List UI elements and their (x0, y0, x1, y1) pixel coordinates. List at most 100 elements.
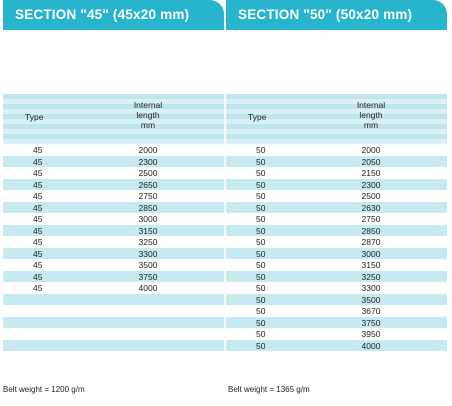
table-row: 45 2650 (3, 178, 224, 190)
table-row: 45 3750 (3, 270, 224, 282)
belt-weight-45: Belt weight = 1200 g/m (3, 385, 85, 394)
length-cell: 2750 (361, 214, 381, 224)
section-45-panel: SECTION "45" (45x20 mm) Type Internal le… (3, 0, 224, 363)
type-cell: 50 (256, 156, 266, 167)
length-cell: 2850 (138, 202, 158, 213)
type-cell: 45 (33, 260, 43, 270)
type-cell: 50 (256, 225, 266, 236)
empty-row (3, 339, 224, 351)
section-45-rows: 45 2000 45 2300 45 2500 45 2650 45 2750 45 2850 45 30… (3, 144, 224, 363)
type-cell: 45 (33, 179, 43, 190)
col-length-label: Internal length mm (336, 100, 406, 130)
type-cell: 50 (256, 168, 266, 178)
type-cell: 50 (256, 329, 266, 339)
belt-weight-50: Belt weight = 1365 g/m (228, 385, 310, 394)
type-cell: 50 (256, 202, 266, 213)
type-cell: 45 (33, 191, 43, 201)
table-row: 50 2000 (226, 144, 447, 156)
length-cell: 2000 (361, 145, 381, 155)
type-cell: 45 (33, 214, 43, 224)
type-cell: 45 (33, 237, 43, 247)
table-row: 50 3300 (226, 282, 447, 294)
length-cell: 2150 (361, 168, 381, 178)
empty-row (3, 305, 224, 317)
col-length-line3: mm (140, 120, 156, 130)
table-row: 50 3250 (226, 270, 447, 282)
table-row: 45 2850 (3, 201, 224, 213)
section-50-title: SECTION "50" (50x20 mm) (226, 0, 447, 30)
type-cell: 50 (256, 248, 266, 259)
type-cell: 45 (33, 271, 43, 282)
empty-row (3, 316, 224, 328)
section-45-title: SECTION "45" (45x20 mm) (3, 0, 224, 30)
col-type-label: Type (25, 112, 44, 122)
table-row: 45 3000 (3, 213, 224, 225)
table-row: 45 2500 (3, 167, 224, 179)
col-length-line1: Internal (356, 100, 386, 110)
type-cell: 50 (256, 237, 266, 247)
length-cell: 3250 (361, 271, 381, 282)
length-cell: 3500 (361, 294, 381, 305)
table-row: 50 2630 (226, 201, 447, 213)
length-cell: 3300 (361, 283, 381, 293)
col-type-label: Type (248, 112, 267, 122)
type-cell: 50 (256, 283, 266, 293)
table-row: 45 3250 (3, 236, 224, 248)
length-cell: 2300 (138, 156, 158, 167)
length-cell: 3150 (361, 260, 381, 270)
table-row: 45 3300 (3, 247, 224, 259)
type-cell: 50 (256, 340, 266, 351)
section-50-rows: 50 2000 50 2050 50 2150 50 2300 50 2500 50 2630 50 27… (226, 144, 447, 363)
section-50-panel: SECTION "50" (50x20 mm) Type Internal le… (226, 0, 447, 363)
col-length-line2: length (359, 110, 383, 120)
type-cell: 45 (33, 202, 43, 213)
type-cell: 50 (256, 214, 266, 224)
length-cell: 3300 (138, 248, 158, 259)
length-cell: 2050 (361, 156, 381, 167)
table-row: 50 2050 (226, 155, 447, 167)
table-row: 45 3500 (3, 259, 224, 271)
table-row: 50 2150 (226, 167, 447, 179)
type-cell: 50 (256, 145, 266, 155)
table-row: 50 2870 (226, 236, 447, 248)
type-cell: 45 (33, 145, 43, 155)
type-cell: 50 (256, 306, 266, 316)
length-cell: 4000 (361, 340, 381, 351)
length-cell: 2500 (361, 191, 381, 201)
table-row: 45 2750 (3, 190, 224, 202)
length-cell: 3670 (361, 306, 381, 316)
col-length-line1: Internal (133, 100, 163, 110)
col-length-line3: mm (363, 120, 379, 130)
length-cell: 2850 (361, 225, 381, 236)
section-45-blank-area (3, 30, 224, 94)
length-cell: 3250 (138, 237, 158, 247)
type-cell: 50 (256, 179, 266, 190)
section-45-column-header: Type Internal length mm (3, 94, 224, 144)
table-row: 45 2300 (3, 155, 224, 167)
type-cell: 45 (33, 248, 43, 259)
length-cell: 2750 (138, 191, 158, 201)
table-row: 50 3000 (226, 247, 447, 259)
type-cell: 50 (256, 191, 266, 201)
col-length-label: Internal length mm (113, 100, 183, 130)
length-cell: 2650 (138, 179, 158, 190)
length-cell: 2870 (361, 237, 381, 247)
empty-row (3, 351, 224, 363)
type-cell: 50 (256, 271, 266, 282)
type-cell: 45 (33, 283, 43, 293)
table-row: 50 3500 (226, 293, 447, 305)
table-row: 45 3150 (3, 224, 224, 236)
length-cell: 3750 (138, 271, 158, 282)
length-cell: 3950 (361, 329, 381, 339)
type-cell: 50 (256, 260, 266, 270)
table-row: 50 2500 (226, 190, 447, 202)
table-row: 45 2000 (3, 144, 224, 156)
length-cell: 2500 (138, 168, 158, 178)
type-cell: 50 (256, 294, 266, 305)
table-row: 50 2300 (226, 178, 447, 190)
type-cell: 45 (33, 225, 43, 236)
table-row: 50 3750 (226, 316, 447, 328)
table-row: 50 2750 (226, 213, 447, 225)
type-cell: 45 (33, 168, 43, 178)
length-cell: 3750 (361, 317, 381, 328)
